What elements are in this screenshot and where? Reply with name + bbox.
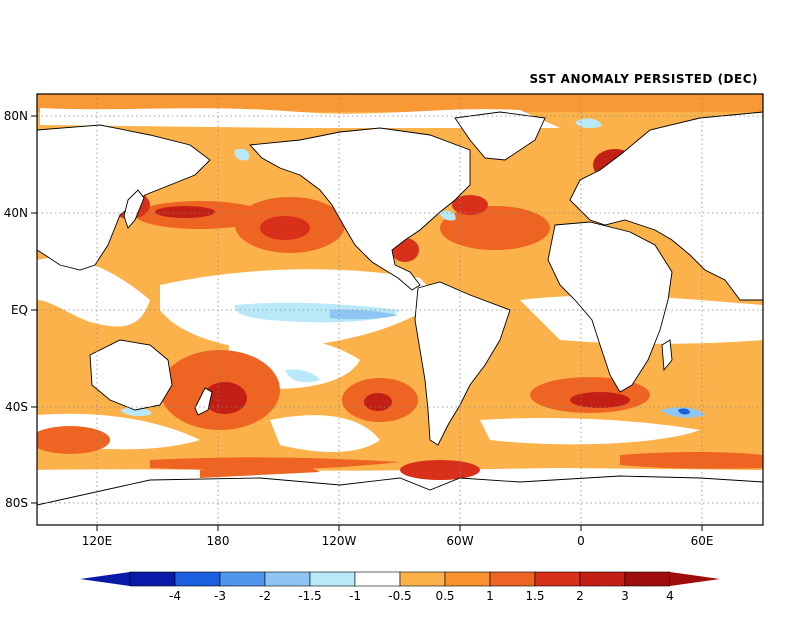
colorbar-swatch [579, 571, 626, 587]
colorbar-label: 1 [486, 589, 494, 603]
colorbar-swatch [489, 571, 536, 587]
colorbar-low-arrow [80, 572, 130, 586]
lat-label-80n: 80N [4, 109, 28, 123]
lon-label-120e: 120E [82, 534, 113, 548]
lon-label-60e: 60E [691, 534, 714, 548]
lon-label-0: 0 [577, 534, 585, 548]
colorbar-swatch [444, 571, 491, 587]
colorbar-label: 4 [666, 589, 674, 603]
colorbar-swatch [399, 571, 446, 587]
latitude-axis: 80N 40N EQ 40S 80S [4, 109, 37, 510]
colorbar-label: 1.5 [525, 589, 544, 603]
colorbar-swatch [174, 571, 221, 587]
colorbar-label: -0.5 [388, 589, 411, 603]
colorbar-label: 0.5 [435, 589, 454, 603]
colorbar-label: -1 [349, 589, 361, 603]
lon-label-120w: 120W [322, 534, 357, 548]
lat-label-80s: 80S [5, 496, 28, 510]
longitude-axis: 120E 180 120W 60W 0 60E [82, 525, 714, 548]
lat-label-eq: EQ [11, 303, 28, 317]
colorbar-swatch [309, 571, 356, 587]
colorbar-label: -2 [259, 589, 271, 603]
colorbar-swatch [219, 571, 266, 587]
colorbar-swatch [534, 571, 581, 587]
map-title: SST ANOMALY PERSISTED (DEC) [529, 72, 758, 86]
colorbar-high-arrow [670, 572, 720, 586]
lon-label-180: 180 [207, 534, 230, 548]
colorbar: -4 -3 -2 -1.5 -1 -0.5 0.5 1 1.5 2 3 4 [80, 571, 720, 603]
colorbar-swatch [354, 571, 401, 587]
colorbar-swatch [624, 571, 671, 587]
colorbar-swatch [264, 571, 311, 587]
anomaly-field [37, 94, 763, 525]
colorbar-label: -1.5 [298, 589, 321, 603]
colorbar-label: -4 [169, 589, 181, 603]
lon-label-60w: 60W [446, 534, 473, 548]
colorbar-label: -3 [214, 589, 226, 603]
colorbar-label: 3 [621, 589, 629, 603]
lat-label-40n: 40N [4, 206, 28, 220]
lat-label-40s: 40S [5, 400, 28, 414]
continents [37, 111, 763, 525]
colorbar-label: 2 [576, 589, 584, 603]
colorbar-swatch [129, 571, 176, 587]
